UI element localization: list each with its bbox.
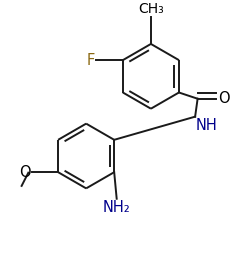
Text: O: O [218,91,230,106]
Text: O: O [19,165,30,180]
Text: CH₃: CH₃ [138,2,164,16]
Text: F: F [87,53,95,68]
Text: NH₂: NH₂ [103,200,131,215]
Text: NH: NH [196,118,218,133]
